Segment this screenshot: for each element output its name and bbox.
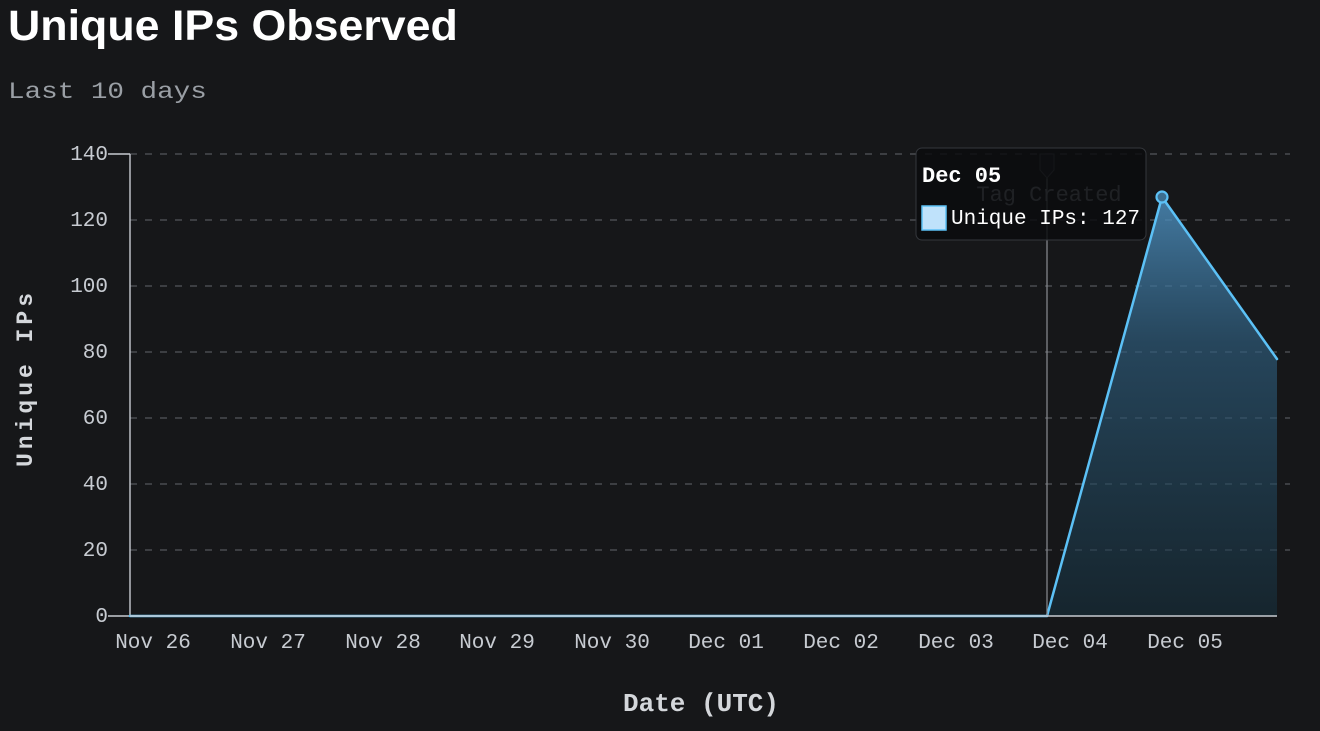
svg-text:Dec 05: Dec 05 <box>1147 632 1223 655</box>
svg-text:Nov 27: Nov 27 <box>230 632 306 655</box>
svg-text:Dec 04: Dec 04 <box>1032 632 1108 655</box>
svg-text:140: 140 <box>70 144 108 167</box>
svg-text:Date (UTC): Date (UTC) <box>623 689 779 719</box>
svg-text:100: 100 <box>70 276 108 299</box>
svg-text:Dec 01: Dec 01 <box>688 632 764 655</box>
svg-text:40: 40 <box>83 474 108 497</box>
svg-text:Unique IPs: Unique IPs <box>13 289 39 467</box>
svg-text:Unique IPs: 127: Unique IPs: 127 <box>951 208 1140 231</box>
svg-text:0: 0 <box>95 606 108 629</box>
svg-text:20: 20 <box>83 540 108 563</box>
svg-text:Dec 03: Dec 03 <box>918 632 994 655</box>
svg-text:Dec 05: Dec 05 <box>922 164 1001 189</box>
svg-text:Nov 26: Nov 26 <box>115 632 191 655</box>
svg-text:Nov 28: Nov 28 <box>345 632 421 655</box>
svg-text:Nov 29: Nov 29 <box>459 632 535 655</box>
svg-text:120: 120 <box>70 210 108 233</box>
svg-text:80: 80 <box>83 342 108 365</box>
svg-text:Dec 02: Dec 02 <box>803 632 879 655</box>
svg-text:60: 60 <box>83 408 108 431</box>
svg-text:Nov 30: Nov 30 <box>574 632 650 655</box>
